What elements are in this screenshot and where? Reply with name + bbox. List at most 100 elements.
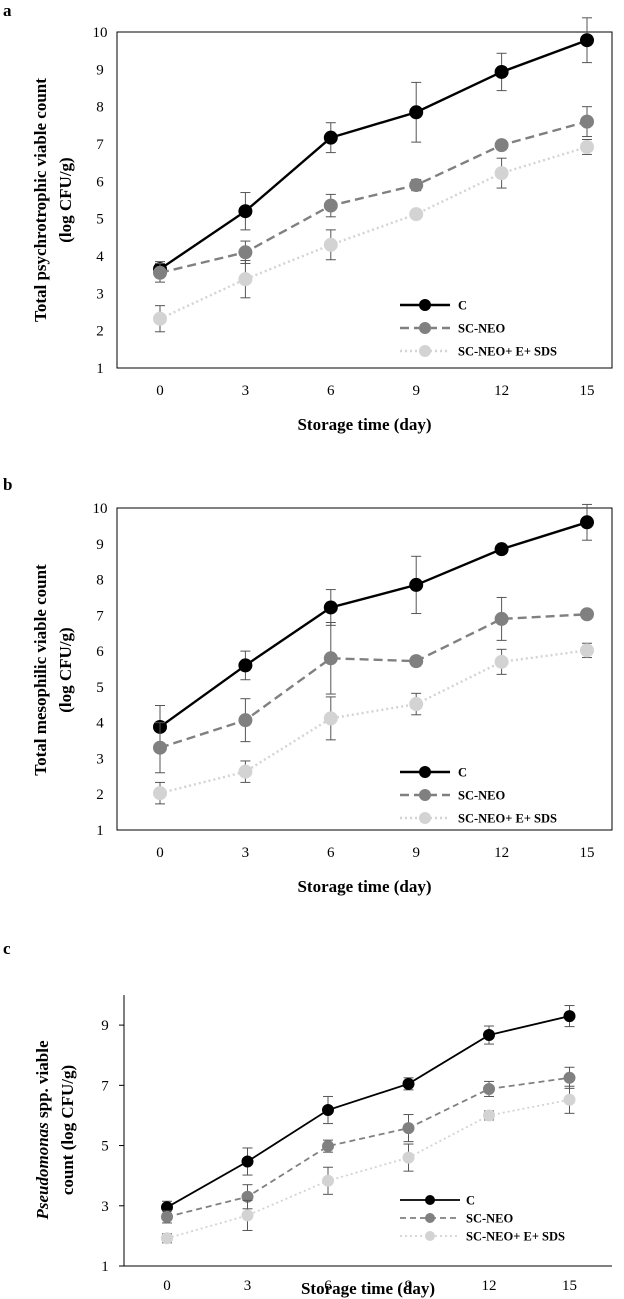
data-point: [238, 764, 253, 779]
x-tick-label: 15: [562, 1278, 577, 1294]
data-point: [322, 1104, 334, 1117]
data-point: [153, 786, 167, 801]
legend-label: SC-NEO: [458, 322, 506, 336]
x-tick-label: 9: [405, 1278, 413, 1294]
legend-swatch-marker: [425, 1195, 435, 1205]
data-point: [483, 1082, 495, 1095]
data-point: [563, 1093, 576, 1106]
y-axis-title-italic-part: Pseudomonas: [33, 1122, 52, 1221]
data-point: [580, 607, 594, 622]
data-point: [409, 654, 424, 669]
data-point: [494, 611, 509, 626]
y-axis-title-line: Pseudomonas spp. viable: [33, 1040, 52, 1220]
data-point: [402, 1151, 415, 1164]
x-tick-label: 12: [482, 1278, 497, 1294]
y-tick-label: 8: [96, 100, 104, 116]
y-tick-label: 3: [96, 286, 104, 302]
legend-swatch-marker: [419, 766, 431, 778]
data-point: [323, 198, 338, 213]
x-tick-label: 0: [156, 845, 164, 861]
y-tick-label: 4: [96, 249, 104, 265]
y-tick-label: 3: [101, 1199, 109, 1215]
series-sc-neo: [161, 1066, 576, 1224]
plot-frame: [116, 507, 613, 831]
data-point: [483, 1029, 495, 1042]
data-point: [494, 166, 509, 181]
legend-label: SC-NEO+ E+ SDS: [466, 1230, 565, 1244]
data-point: [153, 740, 167, 755]
data-point: [323, 600, 338, 615]
data-point: [161, 1201, 173, 1214]
x-tick-label: 9: [412, 845, 420, 861]
data-point: [322, 1174, 334, 1187]
series-sc-neo-e-sds: [153, 642, 594, 805]
y-tick-label: 2: [96, 787, 104, 803]
x-axis-title: Storage time (day): [297, 877, 431, 896]
series-line: [159, 120, 588, 274]
y-tick-label: 1: [96, 361, 104, 377]
x-tick-label: 6: [327, 845, 335, 861]
data-point: [494, 654, 509, 669]
series-line: [159, 649, 588, 795]
y-axis-title-line: Total psychrotrophic viable count: [31, 78, 50, 322]
x-tick-label: 15: [580, 383, 595, 399]
data-point: [580, 33, 594, 48]
y-tick-label: 9: [96, 537, 104, 553]
data-point: [238, 204, 253, 219]
y-tick-label: 2: [96, 324, 104, 340]
x-tick-label: 12: [494, 845, 509, 861]
data-point: [241, 1190, 254, 1203]
panel-letter: c: [3, 939, 11, 958]
x-tick-label: 0: [163, 1278, 171, 1294]
series-c: [153, 17, 594, 278]
legend-label: SC-NEO: [466, 1212, 514, 1226]
data-point: [153, 311, 167, 326]
data-point: [494, 138, 509, 153]
data-point: [580, 139, 594, 154]
data-point: [323, 651, 338, 666]
legend-label: SC-NEO+ E+ SDS: [458, 345, 557, 359]
data-point: [402, 1122, 415, 1135]
legend-swatch-marker: [425, 1213, 435, 1223]
y-tick-label: 6: [96, 174, 104, 190]
data-point: [494, 542, 509, 557]
series-line: [159, 145, 588, 320]
data-point: [580, 643, 594, 658]
data-point: [409, 697, 424, 712]
series-line: [166, 1076, 570, 1218]
y-tick-label: 6: [96, 644, 104, 660]
data-point: [161, 1210, 173, 1223]
x-tick-label: 15: [580, 845, 595, 861]
data-point: [409, 105, 424, 120]
data-point: [241, 1209, 254, 1222]
y-tick-label: 1: [101, 1259, 109, 1275]
y-tick-label: 7: [96, 608, 104, 624]
data-point: [153, 265, 167, 280]
data-point: [494, 64, 509, 79]
y-tick-label: 5: [96, 212, 104, 228]
y-axis-title-line: (log CFU/g): [56, 627, 75, 712]
x-axis-title: Storage time (day): [301, 1279, 435, 1298]
y-tick-label: 5: [96, 680, 104, 696]
y-tick-label: 1: [96, 823, 104, 839]
legend-swatch-marker: [419, 789, 431, 801]
series-c: [161, 1005, 576, 1214]
legend-swatch-marker: [419, 345, 431, 357]
y-tick-label: 7: [101, 1078, 109, 1094]
series-sc-neo: [153, 106, 594, 283]
x-tick-label: 3: [242, 845, 250, 861]
data-point: [409, 178, 424, 193]
data-point: [238, 658, 253, 673]
y-axis-title-line: count (log CFU/g): [58, 1065, 77, 1195]
data-point: [402, 1077, 415, 1090]
legend-swatch-marker: [419, 812, 431, 824]
series-line: [166, 1015, 570, 1209]
x-axis-title: Storage time (day): [297, 415, 431, 434]
y-axis-title-line: Total mesophilic viable count: [31, 564, 50, 776]
x-tick-label: 6: [327, 383, 335, 399]
series-line: [159, 39, 588, 271]
series-sc-neo: [153, 596, 594, 774]
